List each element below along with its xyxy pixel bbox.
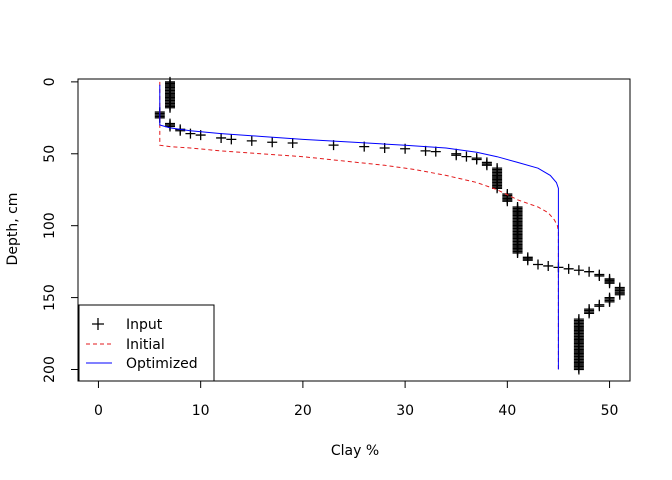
data-point <box>328 140 339 151</box>
data-point <box>461 151 472 162</box>
data-point <box>522 255 533 266</box>
data-point <box>175 125 186 136</box>
x-tick-label: 10 <box>192 403 210 419</box>
data-point <box>594 301 605 312</box>
y-tick-label: 50 <box>42 145 58 163</box>
x-tick-label: 30 <box>396 403 414 419</box>
x-tick-label: 20 <box>294 403 312 419</box>
data-point <box>216 132 227 143</box>
legend-entry-input: Input <box>92 317 163 333</box>
y-tick-label: 100 <box>42 212 58 239</box>
data-point <box>594 271 605 282</box>
data-point <box>502 196 513 207</box>
data-point <box>512 248 523 259</box>
data-point <box>604 296 615 307</box>
legend-label-initial: Initial <box>126 337 165 353</box>
data-point <box>471 154 482 165</box>
data-point <box>430 146 441 157</box>
y-tick-label: 150 <box>42 284 58 311</box>
data-point <box>267 137 278 148</box>
data-point <box>287 137 298 148</box>
x-tick-label: 40 <box>498 403 516 419</box>
series-line-optimized <box>159 84 559 370</box>
data-point <box>584 266 595 277</box>
data-point <box>584 308 595 319</box>
data-point <box>246 135 257 146</box>
y-axis: 0 50 100 150 200 <box>42 77 79 383</box>
data-point <box>573 265 584 276</box>
legend-box <box>78 304 215 382</box>
data-point <box>543 260 554 271</box>
y-axis-label: Depth, cm <box>5 193 21 266</box>
data-point <box>451 150 462 161</box>
data-point <box>165 102 175 113</box>
data-point <box>573 364 584 375</box>
data-point <box>604 278 615 289</box>
legend-entry-initial: Initial <box>86 337 165 353</box>
x-axis-label: Clay % <box>331 443 379 459</box>
x-tick-label: 0 <box>94 403 103 419</box>
series-line-initial <box>159 81 559 370</box>
legend-swatch-input <box>92 318 104 330</box>
data-point <box>563 263 574 274</box>
y-tick-label: 200 <box>42 356 58 383</box>
x-tick-label: 50 <box>601 403 619 419</box>
data-point <box>420 145 431 156</box>
y-tick-label: 0 <box>42 77 58 86</box>
x-axis: 0 10 20 30 40 50 <box>94 380 619 419</box>
data-point <box>614 289 625 300</box>
legend-label-optimized: Optimized <box>126 356 198 372</box>
series-input <box>154 76 625 375</box>
data-point <box>226 134 237 145</box>
data-point <box>533 259 543 270</box>
legend: Input Initial Optimized <box>78 304 215 382</box>
data-point <box>481 160 492 171</box>
data-point <box>379 143 390 154</box>
series-layer <box>154 76 625 375</box>
legend-entry-optimized: Optimized <box>86 356 198 372</box>
legend-label-input: Input <box>126 317 163 333</box>
